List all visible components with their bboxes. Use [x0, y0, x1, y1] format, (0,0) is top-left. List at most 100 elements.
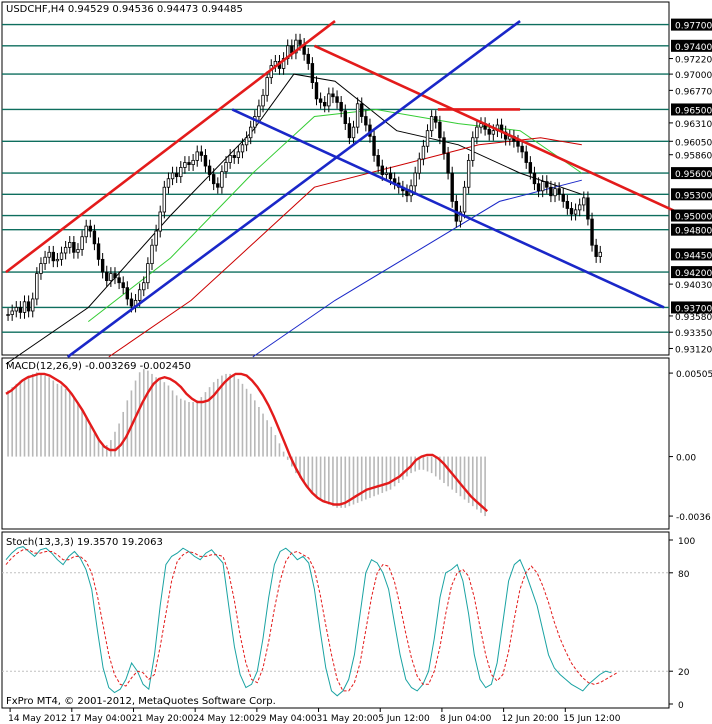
candle-body: [347, 123, 352, 139]
candle-body: [413, 172, 417, 187]
candle-body: [195, 151, 199, 161]
candle-body: [105, 271, 109, 281]
candle-body: [298, 39, 302, 45]
candle-body: [590, 218, 594, 246]
stoch-tick-label: 20: [678, 668, 690, 678]
candle-body: [117, 277, 121, 284]
moving-average-line: [5, 73, 582, 365]
trendline: [313, 44, 686, 217]
candle-body: [55, 258, 60, 262]
candle-body: [248, 126, 253, 139]
candle-body: [174, 172, 179, 178]
macd-pane: [5, 368, 488, 517]
stoch-pane-frame: [1, 531, 670, 709]
price-tick-label: 0.93580: [675, 313, 712, 323]
price-tick-label: 0.97220: [675, 56, 712, 66]
candle-body: [76, 249, 80, 253]
price-label-bg: [671, 167, 712, 180]
candle-body: [199, 151, 204, 156]
candle-body: [573, 209, 578, 215]
candle-body: [540, 181, 545, 192]
moving-average-line: [108, 137, 582, 358]
price-pane: [2, 20, 686, 365]
candle-body: [475, 126, 479, 139]
price-tick-label: 0.95860: [675, 152, 712, 162]
time-tick-label: 17 May 04:00: [70, 714, 132, 724]
candle-body: [487, 128, 491, 135]
candle-body: [520, 145, 524, 153]
time-tick-label: 14 May 2012: [8, 714, 67, 724]
candle-body: [314, 82, 319, 100]
candle-body: [323, 101, 327, 107]
candle-body: [281, 58, 286, 69]
candle-body: [244, 137, 249, 146]
candle-body: [150, 244, 154, 265]
time-tick-label: 21 May 20:00: [131, 714, 193, 724]
candle-body: [236, 151, 241, 158]
candle-body: [549, 186, 553, 197]
candle-body: [557, 188, 561, 195]
stoch-signal-line: [5, 549, 618, 692]
candle-body: [479, 123, 483, 128]
time-tick-label: 24 May 12:00: [193, 714, 255, 724]
candle-body: [158, 211, 162, 232]
price-tick-label: 0.94200: [675, 269, 712, 279]
candle-body: [179, 167, 183, 178]
candle-body: [364, 116, 368, 126]
candle-body: [421, 145, 426, 160]
price-label-bg: [671, 18, 712, 31]
candle-body: [577, 204, 582, 211]
candle-body: [318, 98, 323, 103]
price-tick-label: 0.93350: [675, 329, 712, 339]
trendline: [231, 108, 665, 309]
price-tick-label: 0.97000: [675, 71, 712, 81]
candle-body: [360, 103, 364, 117]
macd-tick-label: 0.00505: [676, 370, 712, 380]
candle-body: [59, 252, 64, 260]
price-tick-label: 0.94450: [675, 251, 712, 261]
candle-body: [22, 301, 27, 313]
candle-body: [524, 151, 528, 163]
time-tick-label: 31 May 20:00: [317, 714, 379, 724]
candle-body: [68, 241, 72, 248]
candle-body: [142, 282, 146, 291]
macd-header: MACD(12,26,9) -0.003269 -0.002450: [6, 361, 191, 372]
candle-body: [31, 298, 35, 312]
candle-body: [450, 172, 454, 202]
time-tick-label: 12 Jun 20:00: [502, 714, 559, 724]
candle-body: [462, 186, 467, 213]
candle-body: [265, 77, 269, 96]
stoch-tick-label: 100: [678, 537, 695, 547]
candle-body: [232, 155, 236, 158]
stoch-pane: [2, 546, 669, 697]
stoch-axis: 100 80 20 0: [669, 537, 695, 711]
candle-body: [458, 211, 463, 222]
price-tick-label: 0.95000: [675, 213, 712, 223]
trendline: [5, 20, 336, 274]
candle-body: [384, 172, 389, 175]
candle-body: [84, 225, 88, 238]
candle-body: [491, 130, 496, 135]
stoch-header: Stoch(13,3,3) 19.3570 19.2063: [6, 537, 163, 548]
candle-body: [129, 298, 134, 307]
symbol-header: USDCHF,H4 0.94529 0.94536 0.94473 0.9448…: [6, 4, 243, 15]
candle-body: [438, 121, 442, 139]
candle-body: [228, 155, 232, 163]
candle-body: [113, 273, 117, 279]
candle-body: [207, 165, 212, 175]
macd-tick-label: 0.00: [676, 454, 696, 464]
macd-tick-label: -0.0036: [676, 513, 711, 523]
stoch-tick-label: 0: [678, 701, 684, 711]
candle-body: [6, 314, 10, 316]
candle-body: [100, 258, 105, 273]
price-tick-label: 0.93120: [675, 345, 712, 355]
price-tick-label: 0.94800: [675, 227, 712, 237]
moving-average-line: [252, 179, 582, 358]
candle-body: [376, 155, 380, 167]
candle-body: [162, 186, 167, 213]
candle-body: [355, 103, 360, 128]
copyright-text: FxPro MT4, © 2001-2012, MetaQuotes Softw…: [6, 696, 276, 707]
candle-body: [220, 171, 224, 188]
candle-body: [166, 178, 171, 188]
candle-body: [121, 282, 125, 289]
